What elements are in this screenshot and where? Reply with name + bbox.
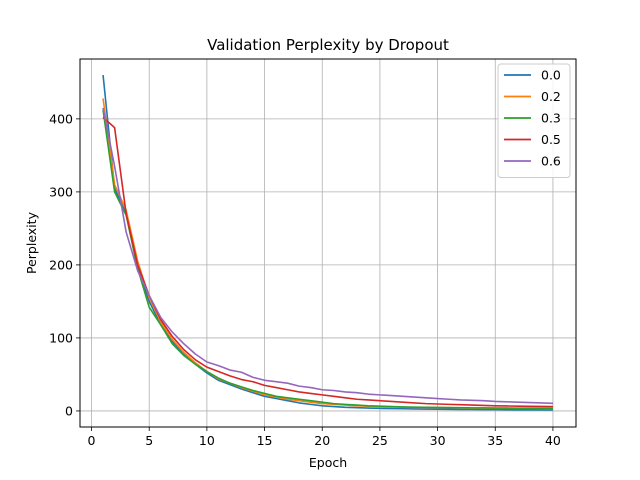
y-tick-label: 300 (49, 184, 73, 199)
x-tick-label: 10 (199, 433, 215, 448)
legend-label: 0.3 (541, 111, 561, 126)
x-axis-title: Epoch (309, 455, 347, 470)
y-tick-label: 200 (49, 257, 73, 272)
x-tick-label: 15 (257, 433, 273, 448)
legend-label: 0.6 (541, 154, 561, 169)
series-line-0-5 (102, 116, 553, 408)
legend: 0.0 0.2 0.3 0.5 0.6 (497, 63, 571, 178)
legend-box (497, 63, 571, 178)
chart-title: Validation Perplexity by Dropout (207, 36, 449, 54)
legend-label: 0.5 (541, 132, 561, 147)
legend-label: 0.2 (541, 89, 561, 104)
plot-frame (79, 58, 577, 428)
x-tick-label: 20 (314, 433, 330, 448)
x-tick-label: 5 (145, 433, 153, 448)
y-tick-label: 0 (65, 403, 73, 418)
y-axis-title: Perplexity (24, 211, 39, 274)
x-tick-label: 30 (430, 433, 446, 448)
series-line-0-0 (102, 74, 553, 411)
y-tick-label: 100 (49, 330, 73, 345)
x-tick-label: 0 (88, 433, 96, 448)
x-tick-label: 25 (372, 433, 388, 448)
x-tick-label: 35 (487, 433, 503, 448)
series-line-0-3 (102, 109, 553, 410)
y-tick-label: 400 (49, 111, 73, 126)
series-lines (102, 74, 553, 411)
series-line-0-6 (102, 107, 553, 405)
x-tick-label: 40 (545, 433, 561, 448)
legend-label: 0.0 (541, 68, 561, 83)
